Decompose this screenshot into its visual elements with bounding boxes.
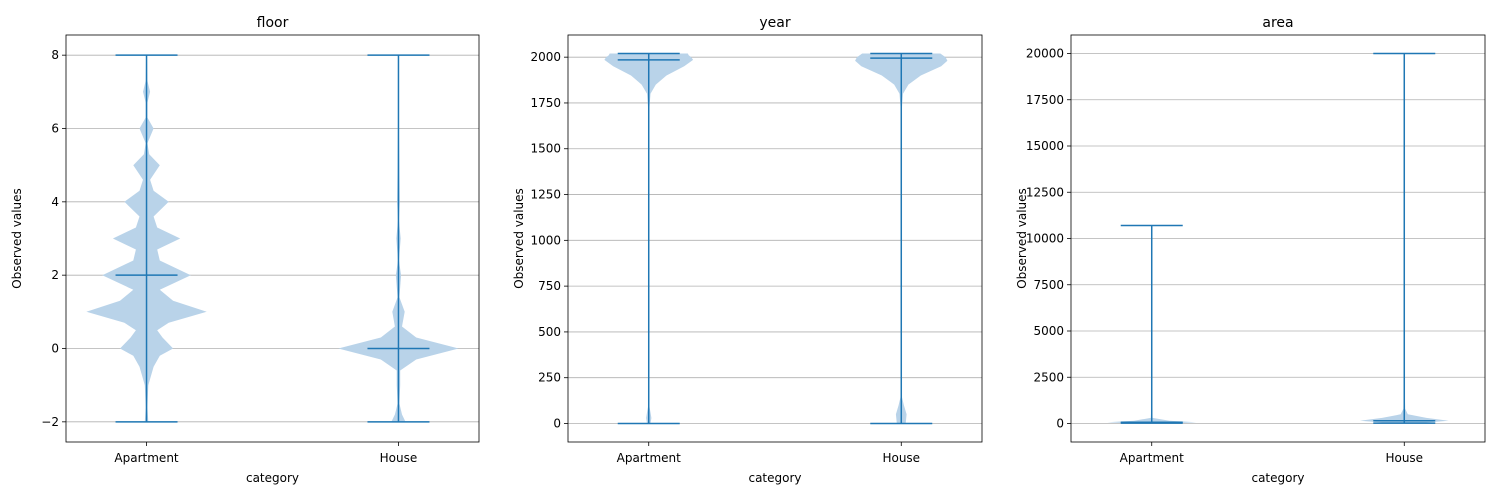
chart-title: year bbox=[759, 15, 790, 31]
y-tick-label: 2500 bbox=[1033, 370, 1064, 384]
y-tick-label: 7500 bbox=[1033, 278, 1064, 292]
panel-year: 0 250 500 750 1000 1250 1500 1750 2000 Apartment H… bbox=[512, 15, 983, 485]
y-tick-label: 4 bbox=[51, 195, 59, 209]
x-axis-label: category bbox=[246, 471, 299, 485]
x-tick-label: House bbox=[380, 451, 418, 465]
panel-area: 0 2500 5000 7500 10000 12500 15000 17500 20000 Ap… bbox=[1015, 15, 1486, 485]
y-axis-label: Observed values bbox=[1015, 188, 1029, 289]
y-tick-label: 0 bbox=[51, 342, 59, 356]
axes-frame bbox=[567, 34, 983, 443]
y-tick-label: 8 bbox=[51, 48, 59, 62]
y-tick-label: −2 bbox=[41, 415, 59, 429]
y-axis-label: Observed values bbox=[10, 188, 24, 289]
y-tick-label: 2 bbox=[51, 268, 59, 282]
x-tick-label: Apartment bbox=[617, 451, 681, 465]
chart-title: floor bbox=[257, 15, 289, 31]
panel-floor: −2 0 2 4 6 8 Apartment House floor category Observ… bbox=[10, 15, 480, 485]
y-tick-label: 15000 bbox=[1026, 139, 1064, 153]
y-tick-label: 10000 bbox=[1026, 232, 1064, 246]
y-tick-label: 5000 bbox=[1033, 324, 1064, 338]
y-tick-label: 750 bbox=[538, 279, 561, 293]
y-tick-label: 1000 bbox=[530, 233, 561, 247]
y-tick-label: 2000 bbox=[530, 50, 561, 64]
y-tick-label: 20000 bbox=[1026, 47, 1064, 61]
y-tick-label: 6 bbox=[51, 122, 59, 136]
y-tick-label: 1500 bbox=[530, 142, 561, 156]
y-tick-label: 1250 bbox=[530, 188, 561, 202]
axes-frame bbox=[65, 34, 480, 443]
x-tick-label: House bbox=[882, 451, 920, 465]
x-axis-label: category bbox=[1251, 471, 1304, 485]
y-tick-label: 1750 bbox=[530, 96, 561, 110]
x-tick-label: House bbox=[1385, 451, 1423, 465]
y-tick-label: 500 bbox=[538, 325, 561, 339]
x-axis-label: category bbox=[748, 471, 801, 485]
y-tick-label: 0 bbox=[553, 417, 561, 431]
y-axis-label: Observed values bbox=[512, 188, 526, 289]
y-tick-label: 0 bbox=[1056, 417, 1064, 431]
y-tick-label: 12500 bbox=[1026, 185, 1064, 199]
y-tick-label: 17500 bbox=[1026, 93, 1064, 107]
chart-title: area bbox=[1262, 15, 1293, 31]
x-tick-label: Apartment bbox=[1120, 451, 1184, 465]
x-tick-label: Apartment bbox=[114, 451, 178, 465]
y-tick-label: 250 bbox=[538, 371, 561, 385]
